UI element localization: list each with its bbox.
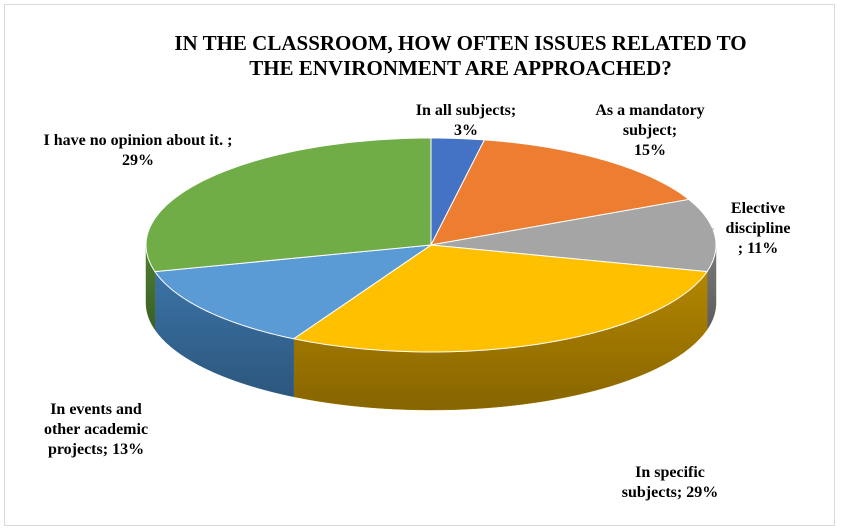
- pie-slice-1: [430, 139, 691, 246]
- pie-side-shade-3: [293, 271, 708, 410]
- slice-label-3-line-1: subjects; 29%: [622, 484, 718, 501]
- slice-label-2: Elective discipline ; 11%: [726, 200, 791, 257]
- slice-label-5: I have no opinion about it. ; 29%: [44, 132, 233, 169]
- pie-slice-3: [292, 244, 708, 353]
- slice-label-4-line-2: projects; 13%: [48, 441, 144, 458]
- slice-label-5-line-0: I have no opinion about it. ;: [44, 132, 233, 149]
- pie-side-shade-2: [707, 245, 716, 330]
- pie-side-shade-4: [154, 271, 294, 397]
- slice-label-2-line-2: ; 11%: [738, 240, 778, 257]
- slice-label-5-line-1: 29%: [122, 152, 154, 169]
- slice-label-1-line-1: subject;: [623, 122, 677, 139]
- pie-slice-2: [430, 198, 717, 273]
- pie-slice-5: [145, 137, 432, 273]
- slice-label-2-line-1: discipline: [726, 220, 791, 237]
- slice-label-2-line-0: Elective: [731, 200, 785, 217]
- pie-side-shade-5: [146, 245, 155, 330]
- slice-label-4-line-0: In events and: [50, 401, 142, 418]
- slice-label-4: In events and other academic projects; 13%: [44, 401, 148, 458]
- slice-label-1-line-2: 15%: [634, 142, 666, 159]
- slice-label-0-line-1: 3%: [454, 122, 478, 139]
- chart-title-line-2: THE ENVIRONMENT ARE APPROACHED?: [249, 56, 672, 80]
- slice-label-0-line-0: In all subjects;: [416, 102, 516, 119]
- slice-label-3: In specific subjects; 29%: [622, 464, 718, 501]
- slice-label-1: As a mandatory subject; 15%: [595, 102, 704, 159]
- slice-label-4-line-1: other academic: [44, 421, 148, 438]
- chart-title-line-1: IN THE CLASSROOM, HOW OFTEN ISSUES RELAT…: [174, 31, 747, 55]
- slice-label-3-line-0: In specific: [635, 464, 705, 481]
- slice-label-0: In all subjects; 3%: [416, 102, 516, 139]
- pie-slice-4: [154, 244, 432, 340]
- slice-label-1-line-0: As a mandatory: [595, 102, 704, 119]
